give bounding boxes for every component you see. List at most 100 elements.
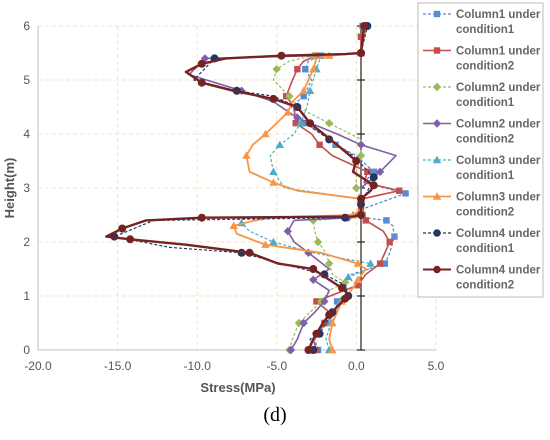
- y-tick-label: 5: [23, 73, 30, 87]
- data-point: [364, 168, 371, 175]
- data-point: [309, 65, 318, 73]
- data-point: [197, 213, 206, 222]
- data-point: [391, 233, 398, 240]
- data-point: [383, 217, 390, 224]
- data-point: [269, 178, 278, 186]
- data-point: [325, 310, 334, 319]
- data-point: [357, 49, 365, 57]
- data-point: [321, 319, 328, 327]
- x-tick-label: 0.0: [348, 359, 365, 373]
- data-point: [309, 216, 318, 225]
- data-point: [300, 93, 307, 100]
- legend-entry: Column3 under condition1: [423, 155, 541, 182]
- legend-label: Column3 under condition1: [456, 155, 541, 182]
- data-point: [360, 22, 369, 30]
- legend-entry: Column2 under condition1: [423, 82, 541, 109]
- y-tick-label: 2: [23, 235, 30, 249]
- data-point: [118, 224, 127, 233]
- data-point: [229, 221, 238, 229]
- x-tick-label: -20.0: [24, 359, 52, 373]
- data-point: [369, 181, 378, 190]
- x-tick-label: -10.0: [184, 359, 212, 373]
- y-tick-label: 1: [23, 289, 30, 303]
- data-point: [369, 173, 378, 182]
- x-axis-title: Stress(MPa): [200, 380, 275, 395]
- data-point: [296, 119, 305, 127]
- legend-entry: Column2 under condition2: [423, 119, 541, 146]
- data-point: [353, 259, 363, 267]
- legend-label: Column4 under condition1: [456, 228, 541, 255]
- x-tick-label: -15.0: [104, 359, 132, 373]
- legend-label: Column3 under condition2: [456, 192, 541, 219]
- data-point: [272, 65, 281, 74]
- y-tick-label: 0: [23, 343, 30, 357]
- legend-label: Column1 under condition2: [456, 46, 541, 73]
- data-point: [354, 282, 362, 289]
- data-point: [269, 237, 278, 246]
- legend-swatch-marker: [433, 47, 441, 54]
- data-point: [275, 140, 285, 148]
- data-point: [320, 297, 329, 306]
- data-point: [356, 140, 366, 149]
- data-point: [357, 33, 365, 40]
- data-point: [197, 59, 206, 68]
- data-point: [126, 235, 135, 244]
- legend-swatch-marker: [433, 10, 441, 18]
- data-point: [376, 260, 384, 267]
- y-tick-label: 3: [23, 181, 30, 195]
- data-point: [293, 113, 302, 122]
- legend-entry: Column1 under condition2: [423, 46, 541, 73]
- legend-entry: Column4 under condition1: [423, 228, 541, 255]
- data-point: [261, 129, 270, 138]
- data-point: [357, 211, 365, 219]
- data-point: [362, 217, 369, 224]
- data-point: [299, 86, 308, 94]
- data-point: [300, 120, 307, 127]
- legend-label: Column2 under condition2: [456, 119, 541, 146]
- data-point: [341, 294, 350, 303]
- data-point: [357, 194, 365, 203]
- data-point: [366, 259, 375, 267]
- data-point: [324, 259, 334, 268]
- data-point: [396, 187, 403, 194]
- data-point: [302, 66, 309, 73]
- x-tick-label: 5.0: [428, 359, 445, 373]
- legend-swatch-marker: [433, 265, 441, 274]
- data-point: [381, 260, 389, 267]
- legend-entry: Column3 under condition2: [423, 192, 541, 219]
- data-point: [285, 92, 294, 101]
- data-point: [356, 151, 366, 160]
- data-point: [402, 190, 409, 197]
- data-point: [305, 86, 315, 94]
- data-point: [269, 94, 278, 103]
- y-tick-label: 4: [23, 127, 30, 141]
- legend-label: Column4 under condition2: [456, 265, 541, 292]
- series-layer: [105, 21, 409, 355]
- data-point: [313, 298, 320, 305]
- data-point: [269, 167, 278, 175]
- data-point: [261, 240, 270, 248]
- data-point: [316, 141, 323, 148]
- legend-swatch-marker: [433, 229, 441, 237]
- legend-swatch-marker: [432, 82, 442, 92]
- data-point: [286, 345, 296, 355]
- data-point: [299, 318, 308, 328]
- data-point: [294, 66, 301, 73]
- data-point: [304, 346, 313, 354]
- y-tick-label: 6: [23, 19, 30, 33]
- x-tick-label: -5.0: [266, 359, 287, 373]
- data-point: [386, 238, 393, 246]
- data-point: [242, 151, 251, 159]
- legend: Column1 under condition1 Column1 under cond…: [417, 2, 544, 298]
- legend-label: Column2 under condition1: [456, 82, 541, 109]
- data-point: [324, 119, 334, 128]
- data-point: [292, 120, 299, 127]
- data-point: [245, 248, 254, 257]
- y-axis-title: Height(m): [2, 158, 17, 219]
- legend-entry: Column4 under condition2: [423, 265, 541, 292]
- data-point: [328, 345, 337, 354]
- data-point: [312, 329, 321, 338]
- data-point: [277, 51, 286, 60]
- data-point: [197, 78, 206, 87]
